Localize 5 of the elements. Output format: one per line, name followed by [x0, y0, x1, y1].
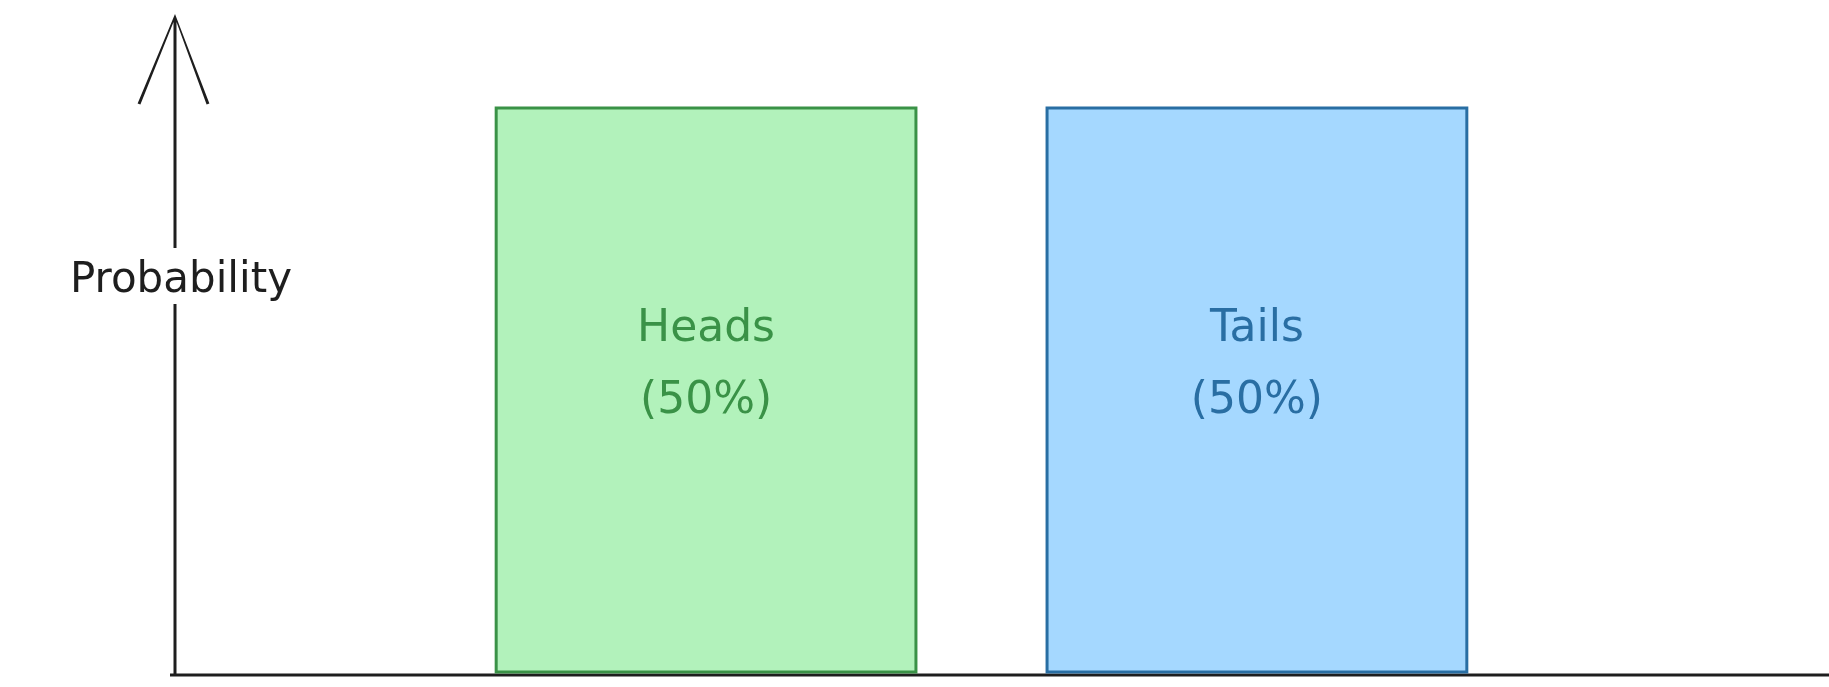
- x-tick-label: Tails: [1208, 299, 1304, 351]
- x-tick-label: Heads: [637, 299, 776, 351]
- data-label: (50%): [1190, 371, 1324, 423]
- data-label: (50%): [639, 371, 773, 423]
- y-axis-title: Probability: [69, 253, 293, 302]
